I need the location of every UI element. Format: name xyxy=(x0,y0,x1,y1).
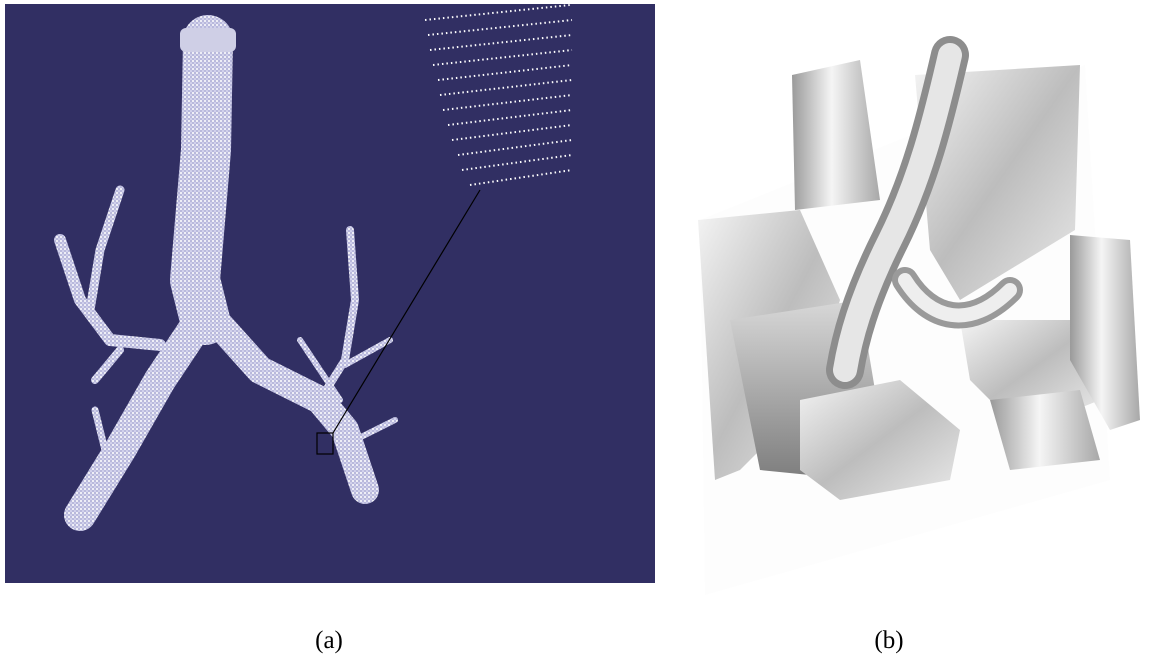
caption: (b) xyxy=(874,627,903,654)
panel-a-image xyxy=(5,4,655,583)
caption: (a) xyxy=(315,627,343,654)
figure-page: (a) (b) xyxy=(0,0,1154,663)
figure: (a) (b) xyxy=(0,0,1154,663)
panel-b-image xyxy=(698,55,1140,595)
